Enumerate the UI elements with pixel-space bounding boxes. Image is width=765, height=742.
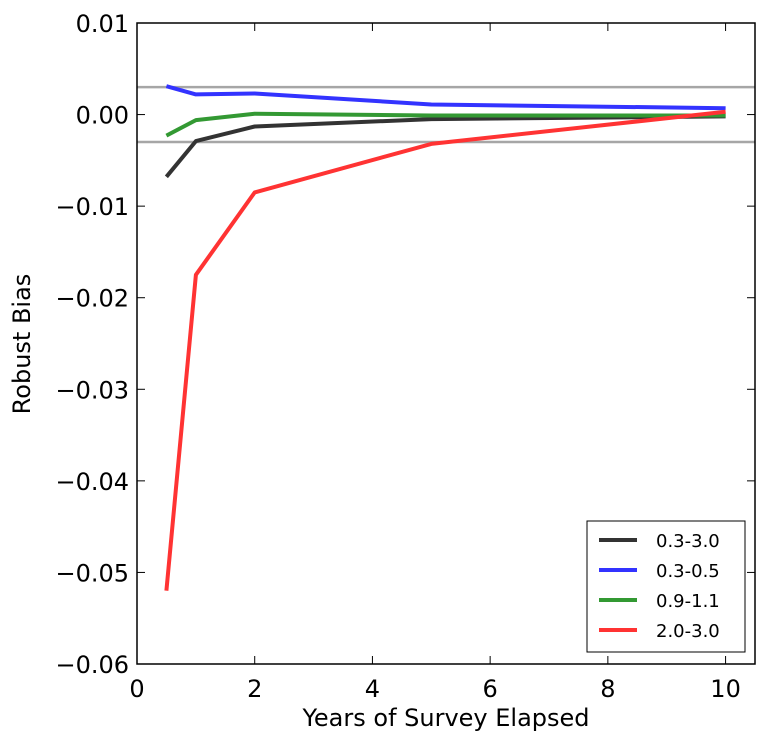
x-tick-label: 10	[710, 675, 741, 703]
series-line-1	[165, 84, 726, 111]
y-tick-label: 0.00	[76, 102, 129, 130]
y-axis-label: Robust Bias	[8, 274, 36, 415]
y-tick-label: −0.03	[55, 376, 129, 404]
y-tick-label: −0.02	[55, 285, 129, 313]
plot-frame	[136, 22, 756, 665]
x-tick-label: 2	[247, 675, 262, 703]
legend-label-2: 0.9-1.1	[656, 591, 720, 612]
legend-label-0: 0.3-3.0	[656, 531, 720, 552]
x-axis-label: Years of Survey Elapsed	[301, 704, 589, 732]
tick-labels: 0 2 4 6 8 10 0.01 0.00 −0.01 −0.02 −0.03 −0.04 −0.05…	[55, 10, 740, 703]
y-tick-label: −0.04	[55, 468, 129, 496]
series-line-0	[164, 114, 726, 179]
y-tick-label: −0.01	[55, 193, 129, 221]
legend-label-1: 0.3-0.5	[656, 561, 720, 582]
x-tick-label: 6	[483, 675, 498, 703]
legend-box	[586, 520, 746, 653]
series-line-3	[164, 109, 726, 591]
y-tick-label: −0.05	[55, 559, 129, 587]
series-line-2	[165, 111, 726, 138]
axis-ticks	[136, 22, 755, 665]
x-tick-label: 8	[600, 675, 615, 703]
legend: 0.3-3.0 0.3-0.5 0.9-1.1 2.0-3.0	[586, 520, 746, 653]
series-lines	[164, 84, 726, 591]
y-tick-label: −0.06	[55, 651, 129, 679]
x-tick-label: 0	[129, 675, 144, 703]
legend-label-3: 2.0-3.0	[656, 621, 720, 642]
y-tick-label: 0.01	[76, 10, 129, 38]
x-tick-label: 4	[365, 675, 380, 703]
